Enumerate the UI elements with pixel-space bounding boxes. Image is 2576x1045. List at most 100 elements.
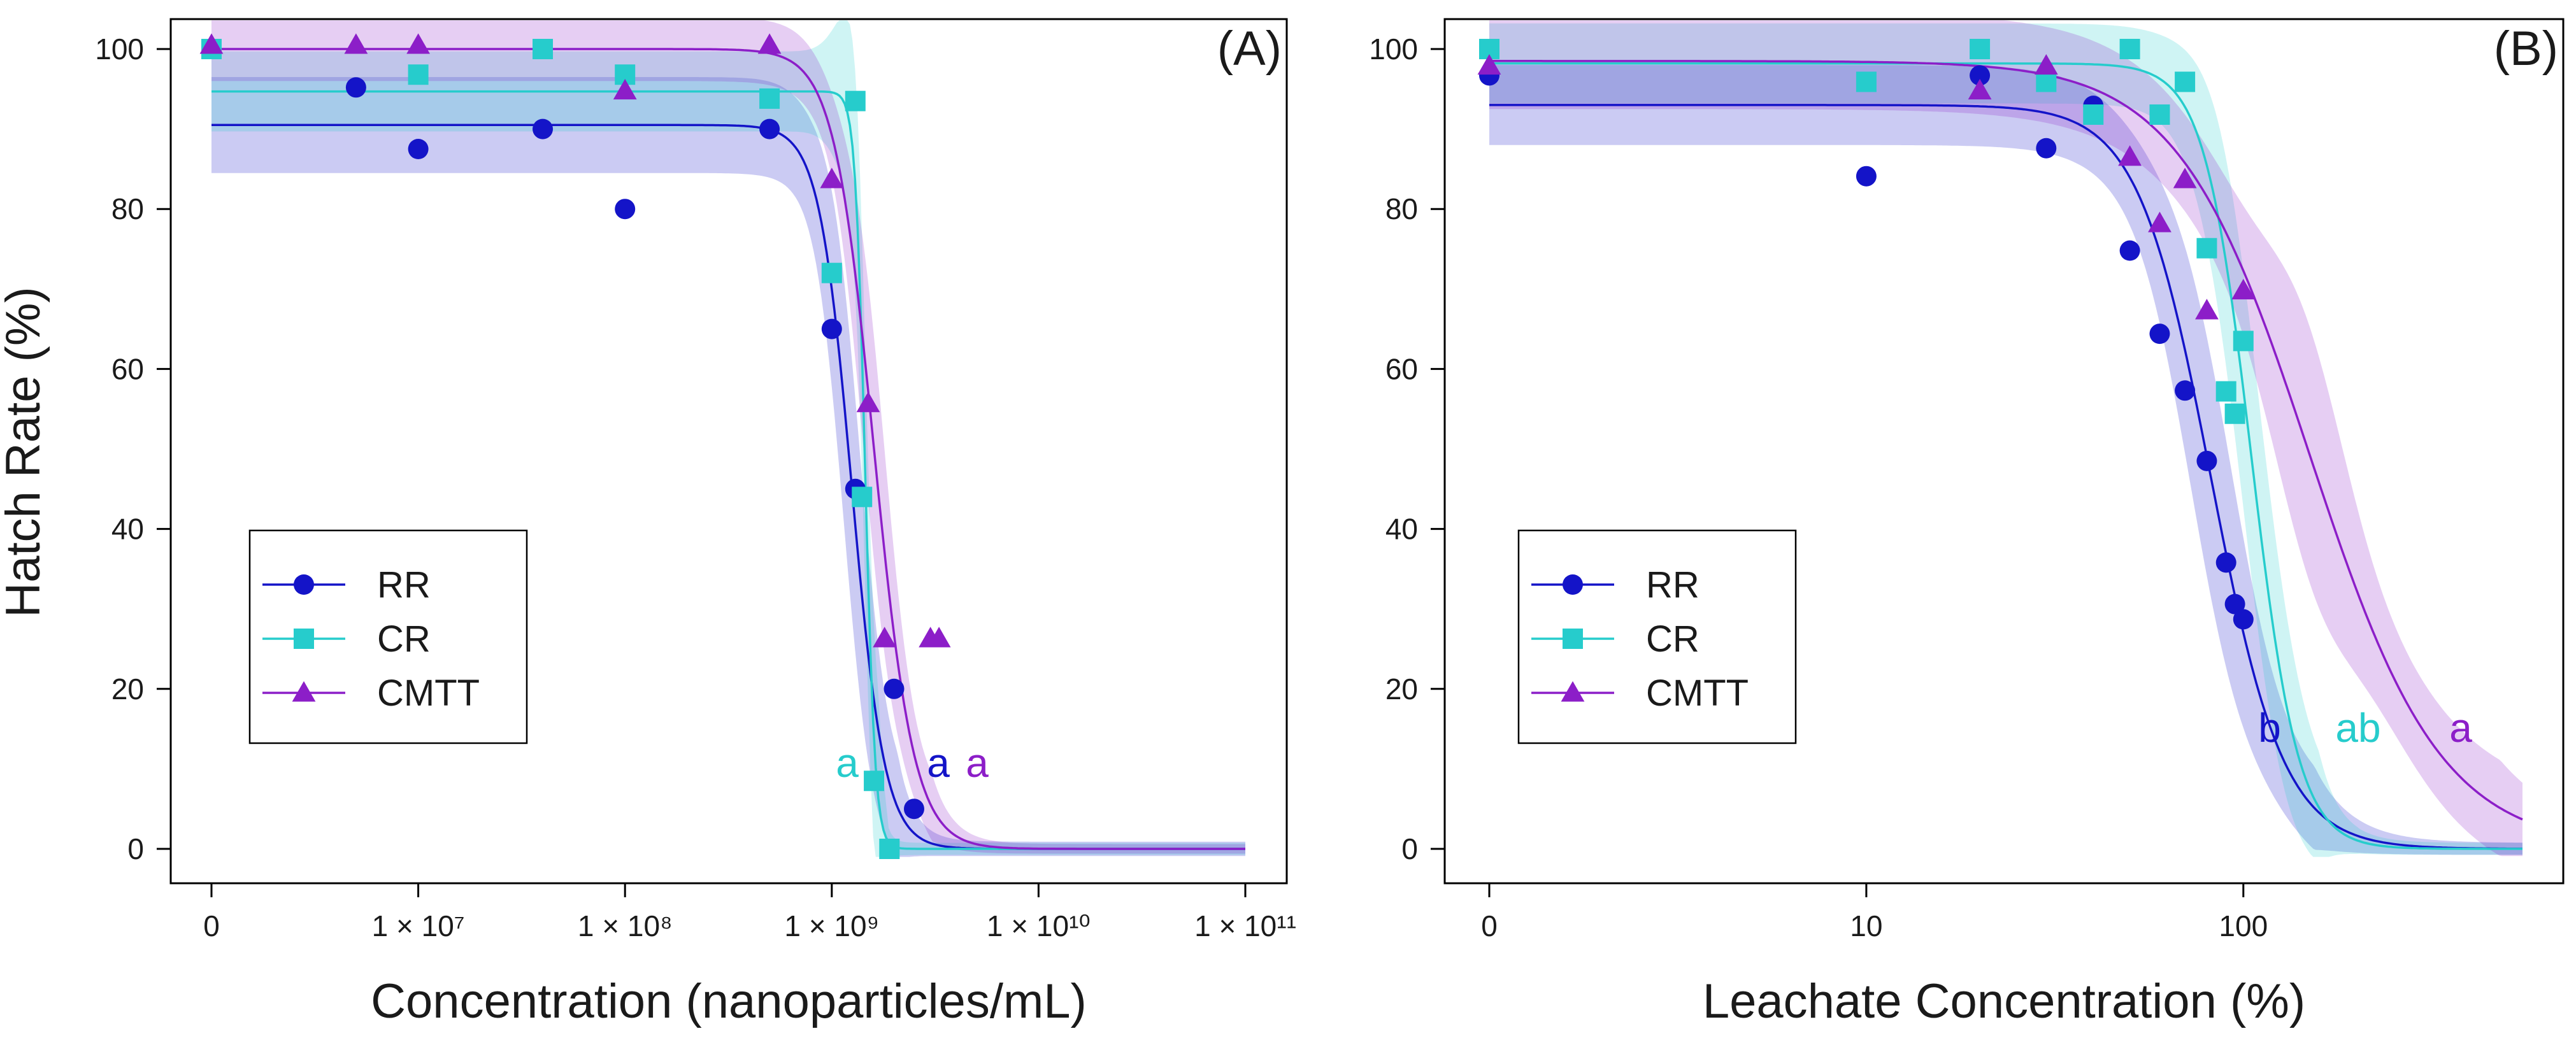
data-point-cmtt <box>2173 167 2197 188</box>
data-point-rr <box>345 77 366 98</box>
legend-marker-cmtt <box>1561 681 1585 702</box>
x-tick-label: 1 × 10¹⁰ <box>987 909 1091 942</box>
data-point-rr <box>884 678 905 699</box>
data-point-cmtt <box>757 33 782 54</box>
data-point-rr <box>1970 65 1991 86</box>
data-point-cmtt <box>2195 299 2219 320</box>
data-point-rr <box>2149 323 2170 345</box>
data-point-cr <box>2149 104 2170 125</box>
data-point-cmtt <box>406 33 430 54</box>
x-tick-label: 1 × 10⁸ <box>578 909 673 942</box>
panel-a-label: (A) <box>1217 22 1282 76</box>
panel-b: 0 10 100 0 20 40 60 80 100 b ab a (B) Leachate Co… <box>1369 18 2565 1028</box>
significance-label-rr: b <box>2258 705 2281 751</box>
data-point-cmtt <box>613 78 637 100</box>
y-tick-label: 20 <box>1385 672 1418 706</box>
significance-label-rr: a <box>927 740 950 786</box>
y-tick-label: 0 <box>1401 832 1418 865</box>
data-point-rr <box>821 318 842 339</box>
panel-a-fit-curves <box>211 48 1245 850</box>
panel-b-data-points <box>1477 39 2256 630</box>
x-tick-label: 1 × 10⁹ <box>784 909 879 942</box>
legend-label: RR <box>1646 564 1699 606</box>
data-point-cr <box>759 88 780 109</box>
y-tick-label: 20 <box>111 672 144 706</box>
data-point-cmtt <box>2034 53 2058 75</box>
data-point-rr <box>903 799 924 820</box>
y-tick-label: 0 <box>127 832 144 865</box>
panel-b-y-ticks: 0 20 40 60 80 100 <box>1369 32 1445 865</box>
data-point-rr <box>2036 138 2057 159</box>
panel-b-label: (B) <box>2494 22 2558 76</box>
data-point-cmtt <box>820 167 844 188</box>
y-axis-title: Hatch Rate (%) <box>0 287 50 618</box>
data-point-rr <box>533 118 554 139</box>
data-point-cmtt <box>2118 145 2142 166</box>
panel-b-plot-frame <box>1443 18 2565 885</box>
data-point-cr <box>408 64 429 85</box>
confidence-band-rr <box>1489 65 2522 855</box>
data-point-rr <box>2224 594 2245 615</box>
y-tick-label: 40 <box>111 513 144 546</box>
panel-b-x-axis-title: Leachate Concentration (%) <box>1703 974 2305 1028</box>
data-point-cmtt <box>199 33 224 54</box>
data-point-cmtt <box>856 392 880 413</box>
significance-label-cmtt: a <box>966 740 989 786</box>
data-point-rr <box>615 199 636 220</box>
data-point-cmtt <box>927 627 951 648</box>
data-point-cmtt <box>344 33 368 54</box>
panel-a-x-axis-title: Concentration (nanoparticles/mL) <box>371 974 1087 1028</box>
legend-label: RR <box>377 564 431 606</box>
legend-item-rr: RR <box>1531 564 1699 606</box>
panel-a-x-ticks: 0 1 × 10⁷ 1 × 10⁸ 1 × 10⁹ 1 × 10¹⁰ 1 × 10¹¹ <box>203 883 1296 942</box>
data-point-rr <box>2215 552 2236 573</box>
data-point-cr <box>2083 104 2104 125</box>
legend-item-cmtt: CMTT <box>262 672 480 714</box>
data-point-cr <box>2233 331 2254 352</box>
y-tick-label: 40 <box>1385 513 1418 546</box>
panel-b-fit-curves <box>1489 60 2523 850</box>
legend-marker-cmtt <box>292 681 316 702</box>
confidence-band-cr <box>1489 23 2522 857</box>
x-tick-label: 0 <box>203 909 220 942</box>
legend-item-cr: CR <box>1531 618 1699 660</box>
x-tick-label: 100 <box>2219 909 2268 942</box>
data-point-rr <box>1856 166 1877 187</box>
panel-b-x-ticks: 0 10 100 <box>1481 883 2268 942</box>
x-tick-label: 1 × 10⁷ <box>372 909 465 942</box>
data-point-cr <box>2215 381 2236 402</box>
x-tick-label: 10 <box>1850 909 1882 942</box>
significance-label-cmtt: a <box>2449 705 2472 751</box>
legend-marker-cr <box>1563 629 1583 649</box>
data-point-cr <box>879 839 900 859</box>
panel-a-confidence-bands <box>211 20 1245 857</box>
data-point-cmtt <box>2148 211 2172 232</box>
legend-item-cr: CR <box>262 618 431 660</box>
y-tick-label: 60 <box>1385 352 1418 385</box>
data-point-cr <box>864 771 885 792</box>
data-point-rr <box>408 139 429 159</box>
data-point-cr <box>1970 39 1991 59</box>
y-tick-label: 60 <box>111 352 144 385</box>
fit-curve-cmtt <box>211 48 1245 850</box>
data-point-cr <box>1856 71 1877 92</box>
fit-curve-cmtt <box>1489 60 2523 821</box>
data-point-cmtt <box>2231 278 2256 300</box>
panel-a-y-ticks: 0 20 40 60 80 100 <box>95 32 171 865</box>
significance-label-cr: a <box>836 740 859 786</box>
confidence-band-cr <box>211 20 1245 857</box>
panel-a-significance-labels: aa a <box>836 740 989 786</box>
data-point-cmtt <box>1968 78 1992 100</box>
panel-b-legend: RR CR CMTT <box>1517 529 1797 744</box>
legend-marker-rr <box>294 574 314 595</box>
x-tick-label: 0 <box>1481 909 1498 942</box>
data-point-rr <box>759 118 780 139</box>
y-tick-label: 100 <box>1369 32 1418 66</box>
legend-item-cmtt: CMTT <box>1531 672 1749 714</box>
data-point-cr <box>2175 71 2196 92</box>
x-tick-label: 1 × 10¹¹ <box>1194 909 1296 942</box>
data-point-cmtt <box>1477 53 1501 75</box>
data-point-rr <box>2175 380 2196 401</box>
data-point-rr <box>2233 609 2254 630</box>
